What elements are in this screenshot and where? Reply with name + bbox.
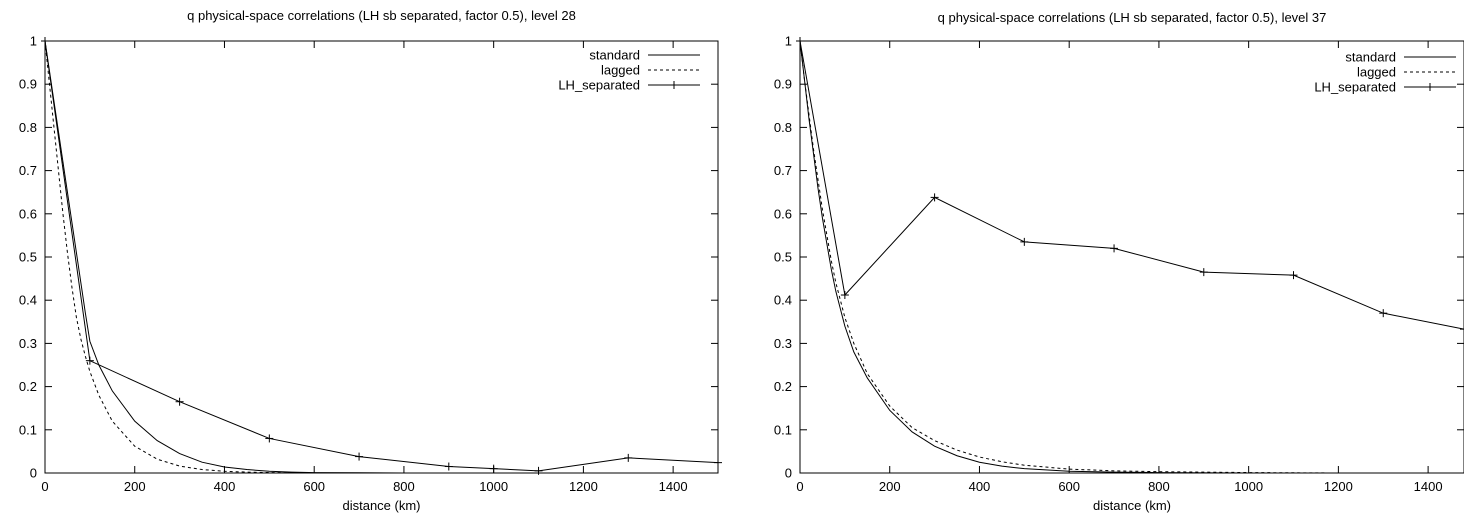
data-point-marker [355,452,364,461]
x-axis-label: distance (km) [342,498,420,513]
x-tick-label: 400 [969,479,991,494]
legend-label: standard [1345,50,1396,65]
series-line-lh-separated [45,41,718,472]
x-tick-label: 0 [41,479,48,494]
y-tick-label: 0.9 [19,77,37,92]
y-tick-label: 0.1 [19,422,37,437]
x-tick-label: 600 [1058,479,1080,494]
y-tick-label: 1 [30,34,37,49]
x-tick-label: 1400 [1414,479,1443,494]
data-point-marker [796,37,804,45]
legend-label: lagged [601,63,640,78]
y-tick-label: 0.2 [774,379,792,394]
legend-label: LH_separated [558,78,640,93]
y-tick-label: 0.3 [19,336,37,351]
y-tick-label: 0.4 [19,293,37,308]
x-tick-label: 200 [124,479,146,494]
y-tick-label: 0.7 [19,163,37,178]
x-tick-label: 1200 [569,479,598,494]
x-tick-label: 1000 [1234,479,1263,494]
data-point-marker [175,397,184,406]
y-tick-label: 0.1 [774,422,792,437]
y-tick-label: 0.6 [774,206,792,221]
y-tick-label: 0.3 [774,336,792,351]
data-point-marker [444,462,453,471]
y-tick-label: 0.8 [19,120,37,135]
data-point-marker [930,193,939,202]
chart-level-37: q physical-space correlations (LH sb sep… [774,10,1464,513]
x-tick-label: 200 [879,479,901,494]
y-tick-label: 0.5 [774,250,792,265]
legend-label: standard [589,48,640,63]
x-tick-label: 1200 [1324,479,1353,494]
x-tick-label: 1400 [659,479,688,494]
data-point-marker [1460,325,1464,334]
y-tick-label: 0.6 [19,206,37,221]
data-point-marker [1199,268,1208,277]
y-tick-label: 0.4 [774,293,792,308]
data-point-marker [41,37,49,45]
data-point-marker [85,356,94,365]
chart-title: q physical-space correlations (LH sb sep… [187,8,576,23]
series-line-lagged [45,41,718,473]
y-tick-label: 1 [785,34,792,49]
series-line-lagged [800,41,1464,473]
y-tick-label: 0.8 [774,120,792,135]
data-point-marker [840,291,849,300]
data-point-marker [1020,237,1029,246]
series-line-standard [45,41,718,473]
legend-label: LH_separated [1314,80,1396,95]
data-point-marker [624,453,633,462]
data-point-marker [534,466,543,475]
data-point-marker [1110,244,1119,253]
x-tick-label: 600 [303,479,325,494]
x-axis-label: distance (km) [1093,498,1171,513]
y-tick-label: 0 [30,466,37,481]
x-tick-label: 800 [1148,479,1170,494]
series-line-standard [800,41,1464,473]
data-point-marker [1289,271,1298,280]
plot-frame [799,40,1464,474]
data-point-marker [1379,309,1388,318]
data-point-marker [489,464,498,473]
data-point-marker [265,434,274,443]
x-tick-label: 0 [796,479,803,494]
plot-frame [44,40,719,474]
chart-level-28: q physical-space correlations (LH sb sep… [19,8,722,513]
y-tick-label: 0.5 [19,250,37,265]
x-tick-label: 400 [214,479,236,494]
y-tick-label: 0.9 [774,77,792,92]
y-tick-label: 0.2 [19,379,37,394]
chart-title: q physical-space correlations (LH sb sep… [938,10,1327,25]
data-point-marker [714,458,722,467]
x-tick-label: 1000 [479,479,508,494]
y-tick-label: 0 [785,466,792,481]
x-tick-label: 800 [393,479,415,494]
y-tick-label: 0.7 [774,163,792,178]
legend-label: lagged [1357,65,1396,80]
